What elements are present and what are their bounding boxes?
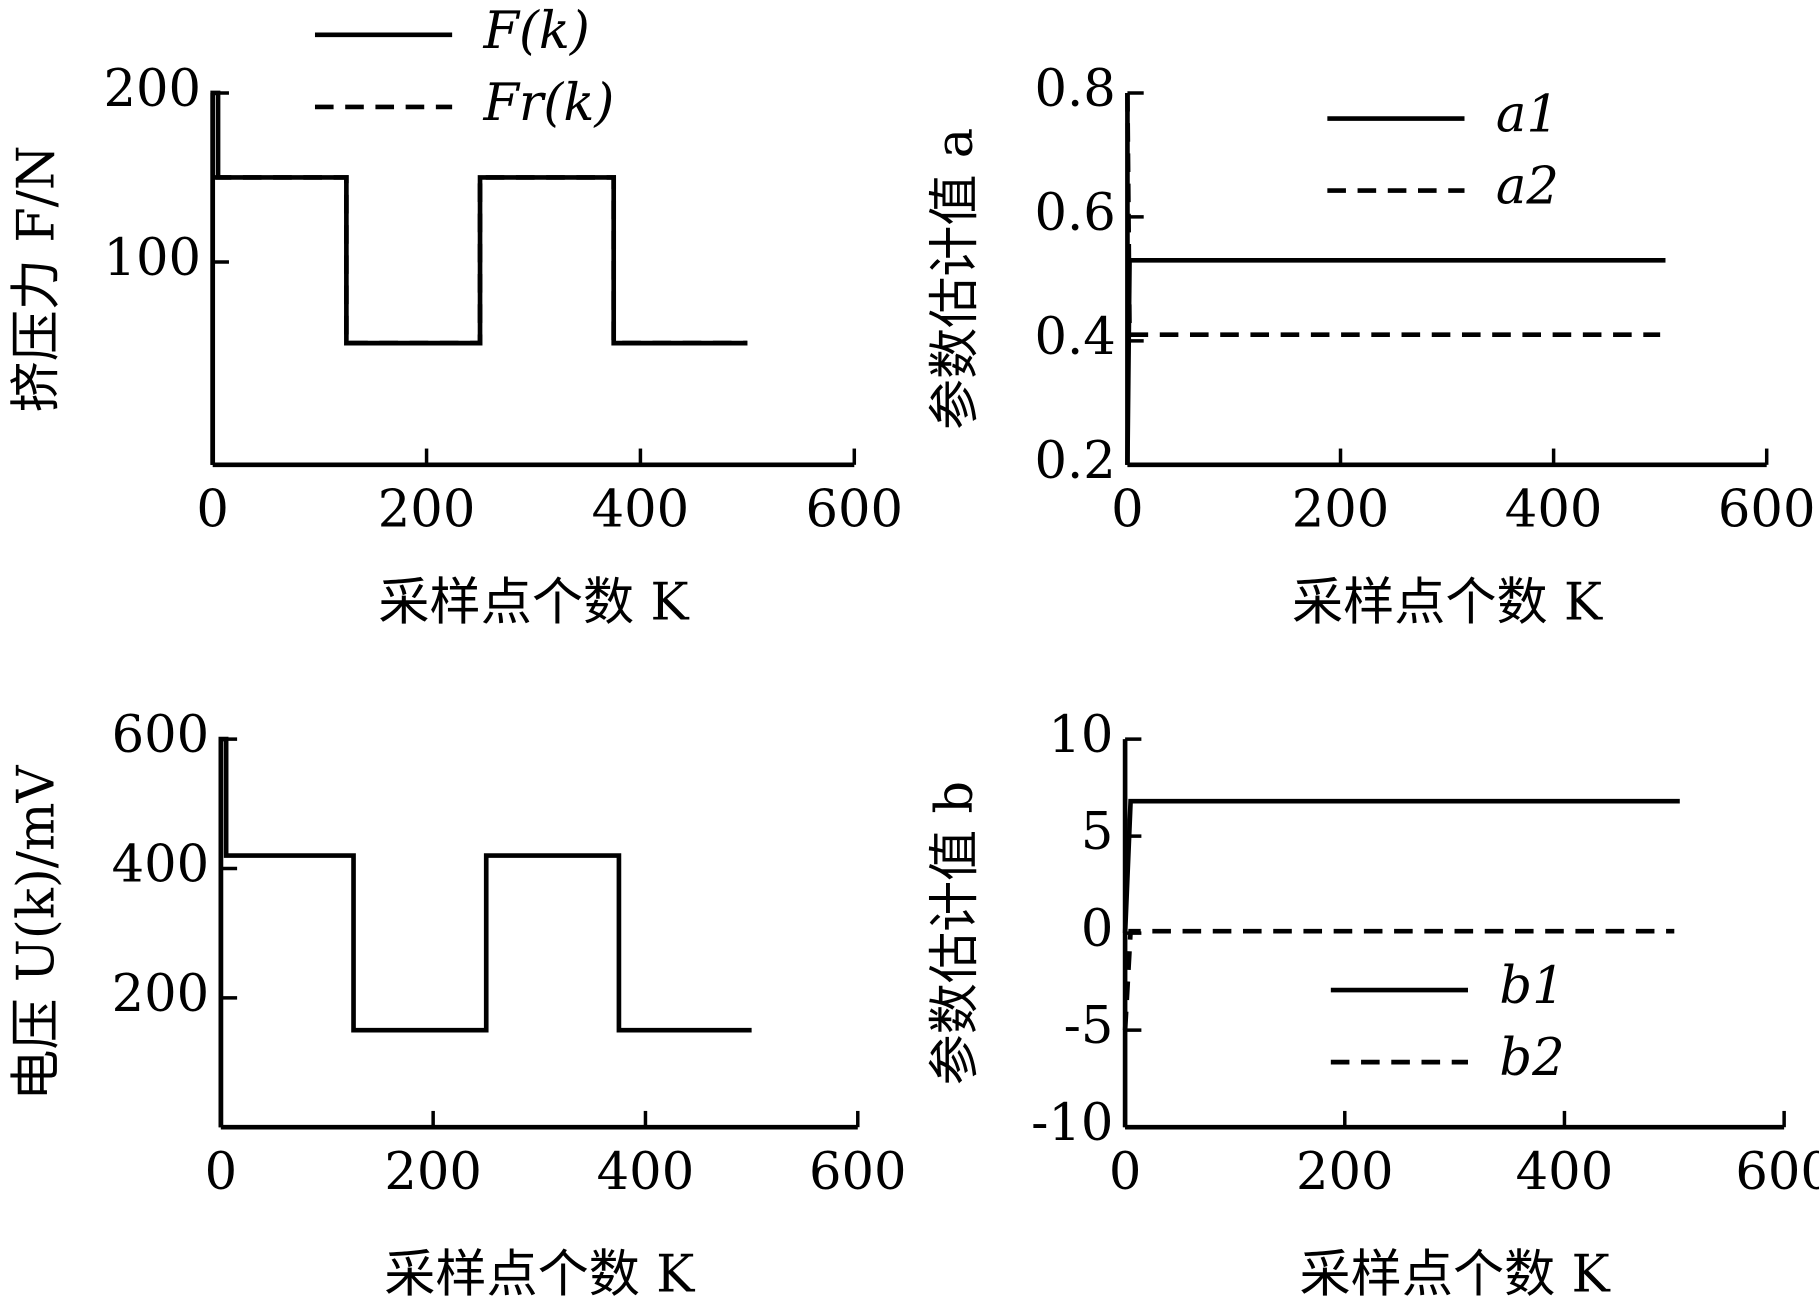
y-tick-label: 0.6 — [1034, 184, 1115, 243]
data-line — [1122, 928, 1675, 1031]
y-tick-label: -5 — [1064, 997, 1114, 1056]
x-tick-label: 400 — [592, 481, 690, 540]
data-line — [1122, 798, 1680, 934]
x-tick-label: 400 — [1505, 481, 1603, 540]
y-tick-label: 200 — [112, 965, 210, 1024]
y-tick-label: 0.8 — [1034, 60, 1115, 119]
y-tick-label: 100 — [103, 229, 201, 288]
y-tick-label: 0.2 — [1034, 432, 1115, 491]
data-line — [218, 736, 752, 1128]
data-line — [1125, 92, 1661, 337]
x-tick-label: 200 — [1296, 1143, 1394, 1202]
chart: 0 200 400 600 0.2 0.4 0.6 0.8 采样点个数 K 参数估计值 a a1 a2 — [926, 60, 1816, 633]
legend-label: b1 — [1499, 957, 1564, 1016]
y-tick-label: 0 — [1081, 900, 1114, 959]
y-tick-label: 200 — [103, 60, 201, 119]
x-tick-label: 200 — [378, 481, 476, 540]
data-line — [1125, 257, 1666, 465]
x-tick-label: 200 — [384, 1143, 482, 1202]
data-line — [212, 175, 748, 346]
y-axis-label: 挤压力 F/N — [8, 145, 67, 412]
x-tick-label: 400 — [1516, 1143, 1614, 1202]
legend-label: a2 — [1496, 158, 1559, 217]
chart: 0 200 400 600 200 400 600 采样点个数 K 电压 U(k)/mV — [8, 706, 907, 1304]
legend-label: a1 — [1496, 86, 1559, 145]
legend-label: F(k) — [483, 2, 590, 61]
y-tick-label: 400 — [112, 835, 210, 894]
x-axis-label: 采样点个数 K — [378, 574, 689, 633]
y-axis-label: 参数估计值 b — [926, 781, 985, 1086]
x-tick-label: 0 — [1111, 481, 1144, 540]
chart: 0 200 400 600 -10 -5 0 5 10 采样点个数 K 参数估计值 b b1 b2 — [926, 706, 1819, 1304]
x-tick-label: 400 — [597, 1143, 695, 1202]
legend-label: Fr(k) — [483, 74, 615, 133]
x-tick-label: 0 — [1109, 1143, 1142, 1202]
x-tick-label: 0 — [205, 1143, 238, 1202]
y-tick-label: 0.4 — [1034, 308, 1115, 367]
y-tick-label: 10 — [1048, 706, 1113, 765]
x-tick-label: 600 — [809, 1143, 907, 1202]
x-tick-label: 0 — [196, 481, 229, 540]
x-axis-label: 采样点个数 K — [1292, 574, 1603, 633]
x-tick-label: 200 — [1292, 481, 1390, 540]
y-tick-label: 600 — [112, 706, 210, 765]
y-tick-label: 5 — [1081, 803, 1114, 862]
x-tick-label: 600 — [805, 481, 903, 540]
legend-label: b2 — [1499, 1029, 1564, 1088]
x-tick-label: 600 — [1735, 1143, 1819, 1202]
y-axis-label: 参数估计值 a — [926, 128, 985, 430]
x-axis-label: 采样点个数 K — [1300, 1245, 1611, 1304]
x-tick-label: 600 — [1718, 481, 1816, 540]
y-tick-label: -10 — [1031, 1094, 1113, 1153]
y-axis-label: 电压 U(k)/mV — [8, 765, 67, 1101]
chart: 0 200 400 600 100 200 采样点个数 K 挤压力 F/N F(k) Fr(k) — [8, 2, 903, 633]
x-axis-label: 采样点个数 K — [384, 1245, 695, 1304]
